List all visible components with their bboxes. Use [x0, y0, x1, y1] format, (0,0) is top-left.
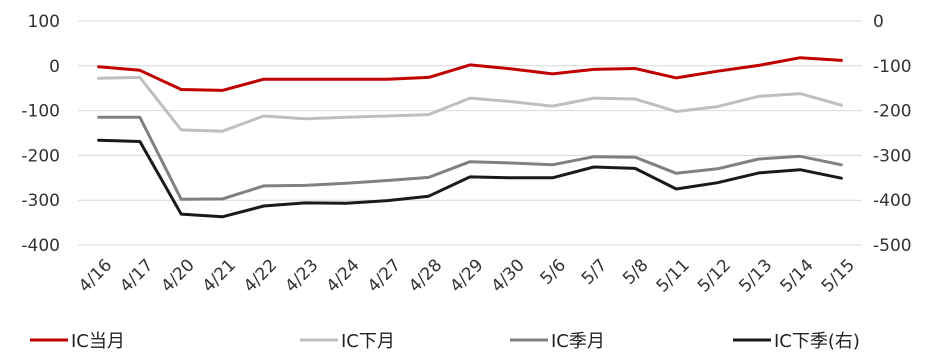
legend-label: IC季月 — [551, 331, 605, 352]
x-axis-tick-label: 5/8 — [619, 255, 652, 288]
x-axis-tick-label: 4/30 — [488, 255, 529, 296]
gridlines — [78, 20, 862, 246]
legend-label: IC下月 — [341, 331, 395, 352]
x-axis-tick-label: 4/27 — [364, 255, 405, 296]
x-axis-ticks: 4/16 4/17 4/20 4/21 4/22 4/23 4/24 4/27 4/28 4/29… — [75, 255, 859, 296]
x-axis-tick-label: 5/7 — [578, 255, 611, 288]
right-axis-tick-label: -200 — [873, 102, 912, 122]
x-axis-tick-label: 4/20 — [158, 255, 199, 296]
right-axis-tick-label: -500 — [873, 236, 912, 256]
x-axis-tick-label: 5/15 — [818, 255, 859, 296]
right-axis-tick-label: -100 — [873, 57, 912, 77]
x-axis-tick-label: 4/16 — [75, 255, 116, 296]
x-axis-tick-label: 4/24 — [323, 255, 364, 296]
left-axis-tick-label: -200 — [21, 146, 60, 166]
series-line-1 — [97, 56, 843, 92]
series-line-4 — [97, 138, 843, 219]
x-axis-tick-label: 4/17 — [116, 255, 157, 296]
left-axis-tick-label: 0 — [49, 57, 60, 77]
right-axis-ticks: 0 -100 -200 -300 -400 -500 — [873, 12, 912, 256]
x-axis-tick-label: 5/6 — [537, 255, 570, 288]
series-line-2 — [97, 75, 843, 133]
left-axis-tick-label: -300 — [21, 191, 60, 211]
x-axis-tick-label: 4/29 — [446, 255, 487, 296]
left-axis-tick-label: -400 — [21, 236, 60, 256]
x-axis-tick-label: 4/22 — [240, 255, 281, 296]
legend: IC当月 IC下月 IC季月 IC下季(右) — [30, 331, 860, 352]
legend-label: IC当月 — [71, 331, 125, 352]
series-lines — [97, 56, 843, 219]
legend-label: IC下季(右) — [774, 331, 860, 352]
x-axis-tick-label: 5/14 — [776, 255, 817, 296]
x-axis-tick-label: 5/13 — [735, 255, 776, 296]
series-line-3 — [97, 115, 843, 201]
right-axis-tick-label: -300 — [873, 146, 912, 166]
x-axis-tick-label: 4/23 — [281, 255, 322, 296]
left-axis-ticks: 100 0 -100 -200 -300 -400 — [21, 12, 60, 256]
x-axis-tick-label: 4/21 — [199, 255, 240, 296]
left-axis-tick-label: -100 — [21, 102, 60, 122]
left-axis-tick-label: 100 — [28, 12, 60, 32]
right-axis-tick-label: -400 — [873, 191, 912, 211]
x-axis-tick-label: 4/28 — [405, 255, 446, 296]
x-axis-tick-label: 5/12 — [694, 255, 735, 296]
x-axis-tick-label: 5/11 — [653, 255, 694, 296]
right-axis-tick-label: 0 — [873, 12, 884, 32]
